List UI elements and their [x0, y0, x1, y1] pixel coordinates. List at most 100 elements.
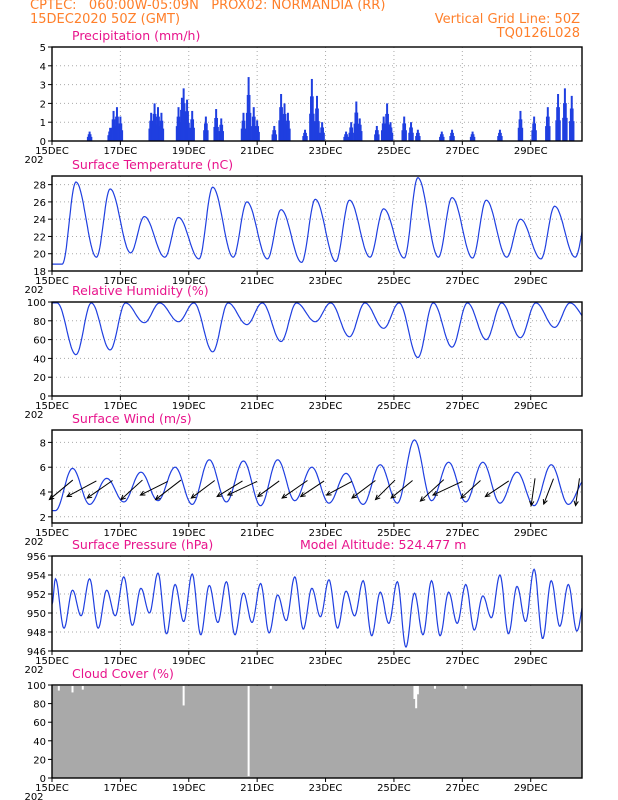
x-tick-label: 17DEC [104, 783, 138, 794]
y-tick-label: 24 [33, 215, 46, 226]
wind-vector [485, 480, 510, 497]
cloud-dip [71, 684, 74, 693]
y-tick-label: 40 [33, 737, 46, 748]
panel-frame [51, 555, 583, 652]
panel-humidity: 0 20 40 60 80 100 15DEC 17DEC 19DEC 21DEC 23DEC 25D… [24, 283, 583, 421]
panel-title: Relative Humidity (%) [72, 283, 209, 298]
x-tick-label: 23DEC [309, 783, 343, 794]
panel-frame [51, 301, 583, 397]
wind-arrowhead [190, 493, 197, 499]
x-tick-label: 15DEC [35, 146, 69, 157]
precip-bar [558, 120, 561, 141]
wind-vector [432, 480, 463, 496]
y-tick-label: 954 [27, 571, 46, 582]
series-line-wind [52, 439, 583, 512]
precip-bar [521, 127, 524, 141]
precip-bar [121, 130, 124, 141]
panel-temperature: 18 20 22 24 26 28 15DEC 17DEC 19DEC 21DEC 23DEC 25D… [24, 157, 583, 296]
panel-frame [51, 175, 583, 272]
y-tick-label: 8 [40, 438, 46, 449]
x-tick-label: 19DEC [172, 656, 206, 667]
wind-arrowhead [66, 492, 73, 498]
precip-bar [548, 126, 551, 141]
precip-bar [565, 117, 568, 141]
x-tick-label: 19DEC [172, 146, 206, 157]
precip-bar [162, 128, 165, 141]
cloud-dip [247, 684, 250, 777]
wind-arrowhead [431, 490, 438, 496]
series-line-humidity [52, 302, 583, 359]
x-tick-label: 29DEC [514, 656, 548, 667]
precip-bar [221, 131, 224, 141]
x-tick-label: 23DEC [309, 401, 343, 412]
precip-bar [404, 130, 407, 141]
cloud-dip [182, 684, 185, 706]
precip-bar [249, 112, 252, 141]
y-tick-label: 3 [40, 81, 46, 92]
wind-arrowhead [542, 499, 548, 506]
wind-vector [420, 479, 445, 502]
wind-vector [66, 480, 97, 498]
wind-vector [190, 480, 215, 499]
cloud-dip [415, 684, 418, 709]
wind-arrowhead [374, 494, 381, 501]
cloud-dip [413, 684, 416, 699]
wind-arrowhead [460, 493, 466, 499]
x-tick-label: 19DEC [172, 528, 206, 539]
panel-title: Surface Pressure (hPa) [72, 537, 213, 552]
y-tick-label: 6 [40, 463, 46, 474]
precip-bar [312, 113, 315, 141]
cloud-dip [416, 684, 419, 695]
wind-arrowhead [154, 494, 161, 501]
cloud-area [52, 685, 582, 778]
x-tick-label: 23DEC [309, 656, 343, 667]
x-tick-label: 29DEC [514, 401, 548, 412]
precip-bar [322, 132, 325, 141]
wind-arrowhead [529, 500, 535, 507]
x-year-fragment: 202 [24, 537, 43, 548]
precip-bar [192, 127, 195, 141]
y-tick-label: 100 [27, 298, 46, 309]
x-tick-label: 29DEC [514, 276, 548, 287]
precip-bar [418, 136, 421, 141]
header-location: CPTEC: 060:00W-05:09N PROX02: NORMANDIA … [30, 0, 386, 13]
y-tick-label: 20 [33, 373, 46, 384]
wind-arrowhead [325, 490, 332, 496]
wind-arrowhead [573, 500, 579, 507]
x-year-fragment: 202 [24, 155, 43, 166]
y-tick-label: 20 [33, 755, 46, 766]
x-tick-label: 21DEC [240, 528, 274, 539]
y-tick-label: 22 [33, 232, 46, 243]
precip-bar [452, 136, 455, 141]
wind-vector [300, 480, 325, 497]
y-tick-label: 2 [40, 513, 46, 524]
precip-bar [305, 136, 308, 141]
series-line-pressure [51, 568, 583, 648]
precip-bar [360, 131, 363, 141]
y-tick-label: 946 [27, 647, 46, 658]
wind-arrowhead [281, 493, 288, 499]
wind-vector [390, 480, 413, 499]
y-tick-label: 952 [27, 590, 46, 601]
header-date: 15DEC2020 50Z (GMT) [30, 12, 181, 27]
y-tick-label: 26 [33, 198, 46, 209]
x-tick-label: 27DEC [445, 656, 479, 667]
y-tick-label: 80 [33, 317, 46, 328]
x-tick-label: 23DEC [309, 146, 343, 157]
x-tick-label: 29DEC [514, 783, 548, 794]
wind-arrowhead [299, 491, 306, 498]
y-tick-label: 60 [33, 718, 46, 729]
wind-vector [49, 479, 74, 500]
cloud-dip [269, 684, 272, 689]
y-tick-label: 956 [27, 552, 46, 563]
panel-pressure: 946 948 950 952 954 956 15DEC 17DEC 19DEC 21DEC 23… [24, 537, 583, 676]
y-tick-label: 5 [40, 43, 46, 54]
precip-bar [317, 121, 320, 141]
x-year-fragment: 202 [24, 792, 43, 800]
x-tick-label: 17DEC [104, 656, 138, 667]
precip-bar [534, 130, 537, 141]
x-year-fragment: 202 [24, 285, 43, 296]
x-tick-label: 15DEC [35, 528, 69, 539]
y-tick-label: 100 [27, 681, 46, 692]
